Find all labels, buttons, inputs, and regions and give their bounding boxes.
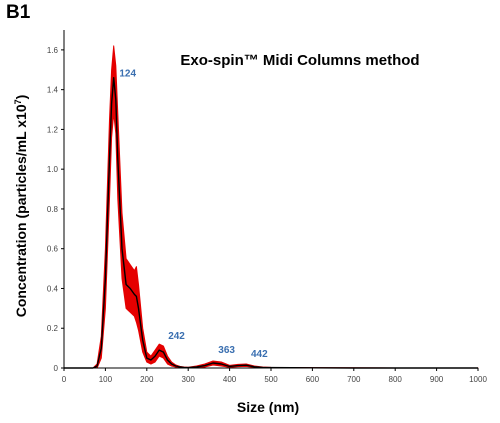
x-tick-label: 700 [347,375,361,384]
y-axis-title-sup: 7 [13,99,23,104]
y-tick-labels: 0 0.2 0.4 0.6 0.8 1.0 1.2 1.4 1.6 [47,46,59,373]
x-tick-label: 0 [62,375,67,384]
peak-label: 242 [168,331,185,342]
x-tick-label: 600 [306,375,320,384]
mean-series-line [64,76,478,369]
peak-annotations: 124 242 363 442 [119,69,268,360]
peak-label: 363 [218,345,235,356]
axes [61,30,479,371]
panel-label: B1 [6,2,31,23]
x-tick-label: 500 [264,375,278,384]
plot-area [64,30,478,368]
x-tick-label: 200 [140,375,154,384]
y-tick-label: 1.2 [47,125,59,134]
chart-title: Exo-spin™ Midi Columns method [180,52,419,69]
x-tick-label: 100 [99,375,113,384]
x-axis-title: Size (nm) [237,399,299,415]
x-tick-labels: 0 100 200 300 400 500 600 700 800 900 1000 [62,375,488,384]
y-tick-label: 0.6 [47,245,59,254]
y-tick-label: 0.2 [47,324,59,333]
y-tick-label: 1.0 [47,165,59,174]
x-tick-label: 1000 [469,375,487,384]
x-tick-label: 900 [430,375,444,384]
x-tick-label: 300 [182,375,196,384]
y-tick-label: 1.4 [47,86,59,95]
y-axis-title-close: ) [13,95,29,100]
x-tick-label: 800 [389,375,403,384]
y-tick-label: 1.6 [47,46,59,55]
y-tick-label: 0 [54,364,59,373]
y-axis-title: Concentration (particles/mL x107) [13,95,29,318]
peak-label: 124 [119,69,136,80]
plot-background [64,30,478,368]
mean-line-layer [64,76,478,369]
y-tick-label: 0.4 [47,284,59,293]
x-tick-label: 400 [223,375,237,384]
y-tick-label: 0.8 [47,205,59,214]
peak-label: 442 [251,349,268,360]
y-axis-title-main: Concentration (particles/mL x10 [13,104,29,317]
